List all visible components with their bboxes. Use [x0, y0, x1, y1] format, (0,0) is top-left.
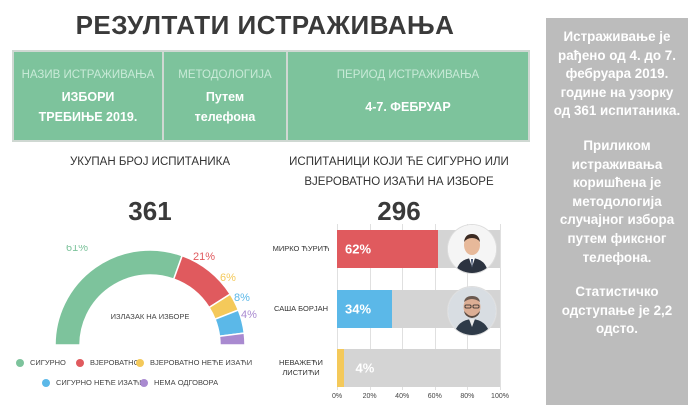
sidebar-paragraph: Статистичко одступање је 2,2 одсто. — [561, 284, 673, 337]
legend-label: СИГУРНО — [30, 358, 66, 367]
slice-label: 6% — [220, 272, 236, 284]
info-survey-name: НАЗИВ ИСТРАЖИВАЊА ИЗБОРИ ТРЕБИЊЕ 2019. — [14, 52, 164, 140]
x-tick-label: 100% — [491, 393, 509, 400]
bar-track: 4% — [337, 349, 500, 387]
legend-item: СИГУРНО НЕЋЕ ИЗАЋИ — [42, 378, 145, 387]
bar-value-label: 34% — [345, 301, 372, 317]
turnout-chart-title: УКУПАН БРОЈ ИСПИТАНИКА — [69, 156, 231, 168]
sidebar-paragraph: Приликом истраживања коришћена је методо… — [559, 137, 675, 265]
bar-category-label: НЕВАЖЕЋИ ЛИСТИЋИ — [279, 358, 323, 377]
legend-label: ВЈЕРОВАТНО НЕЋЕ ИЗАЋИ — [150, 358, 253, 367]
total-respondents: 361 — [128, 196, 172, 226]
sidebar-paragraph: Истраживање је рађено од 4. до 7. фебруа… — [553, 29, 681, 119]
legend-label: СИГУРНО НЕЋЕ ИЗАЋИ — [56, 378, 145, 387]
candidate-photo-borjan — [448, 287, 496, 335]
slice-label: 61% — [66, 245, 88, 254]
legend-item: СИГУРНО — [16, 358, 66, 367]
x-tick-label: 0% — [331, 393, 343, 400]
legend-label: НЕМА ОДГОВОРА — [154, 378, 219, 387]
slice-label: 21% — [193, 251, 215, 263]
candidate-photo-curic — [448, 225, 496, 273]
legend-swatch — [76, 358, 84, 367]
legend-item: ВЈЕРОВАТНО — [76, 358, 139, 367]
voters-chart-title: ИСПИТАНИЦИ КОЈИ ЋЕ СИГУРНО ИЛИ ВЈЕРОВАТН… — [289, 156, 509, 188]
info-value: 4-7. ФЕБРУАР — [365, 100, 451, 114]
methodology-sidebar: Истраживање је рађено од 4. до 7. фебруа… — [546, 18, 688, 405]
x-tick-label: 40% — [395, 393, 410, 400]
person-icon — [448, 225, 496, 273]
survey-info-table: НАЗИВ ИСТРАЖИВАЊА ИЗБОРИ ТРЕБИЊЕ 2019. М… — [12, 50, 530, 142]
x-tick-label: 20% — [362, 393, 377, 400]
info-head: НАЗИВ ИСТРАЖИВАЊА — [21, 69, 155, 81]
gridline — [500, 224, 501, 390]
bar — [337, 290, 393, 328]
total-voters: 296 — [377, 196, 421, 226]
bar-category-label: МИРКО ЋУРИЋ — [272, 244, 330, 253]
info-period: ПЕРИОД ИСТРАЖИВАЊА 4-7. ФЕБРУАР — [288, 52, 528, 140]
info-value: Путем телефона — [194, 90, 256, 124]
bar-value-label: 4% — [355, 360, 375, 376]
info-head: ПЕРИОД ИСТРАЖИВАЊА — [336, 69, 480, 81]
bar-category-label: САША БОРЈАН — [273, 304, 329, 313]
slice-label: 4% — [241, 309, 257, 321]
legend-swatch — [136, 358, 144, 367]
info-head: МЕТОДОЛОГИЈА — [178, 69, 272, 81]
legend-item: ВЈЕРОВАТНО НЕЋЕ ИЗАЋИ — [136, 358, 252, 367]
legend-label: ВЈЕРОВАТНО — [90, 358, 140, 367]
info-methodology: МЕТОДОЛОГИЈА Путем телефона — [164, 52, 288, 140]
turnout-half-donut: 61% 21% 6% 8% 4% — [54, 245, 257, 346]
person-icon — [448, 287, 496, 335]
x-tick-label: 60% — [427, 393, 442, 400]
bar-value-label: 62% — [345, 241, 372, 257]
bar — [337, 349, 344, 387]
info-value: ИЗБОРИ ТРЕБИЊЕ 2019. — [38, 90, 138, 124]
slice-label: 8% — [234, 292, 250, 304]
legend-item: НЕМА ОДГОВОРА — [140, 378, 218, 387]
donut-slice — [218, 332, 246, 346]
legend-swatch — [16, 358, 24, 367]
legend-swatch — [140, 378, 148, 387]
legend-swatch — [42, 378, 50, 387]
bar-track: 62% — [337, 230, 500, 268]
donut-center-label: ИЗЛАЗАК НА ИЗБОРЕ — [110, 312, 190, 321]
bar — [337, 230, 439, 268]
x-tick-label: 80% — [460, 393, 475, 400]
donut-slice — [54, 249, 184, 346]
page-title: РЕЗУЛТАТИ ИСТРАЖИВАЊА — [75, 10, 455, 40]
